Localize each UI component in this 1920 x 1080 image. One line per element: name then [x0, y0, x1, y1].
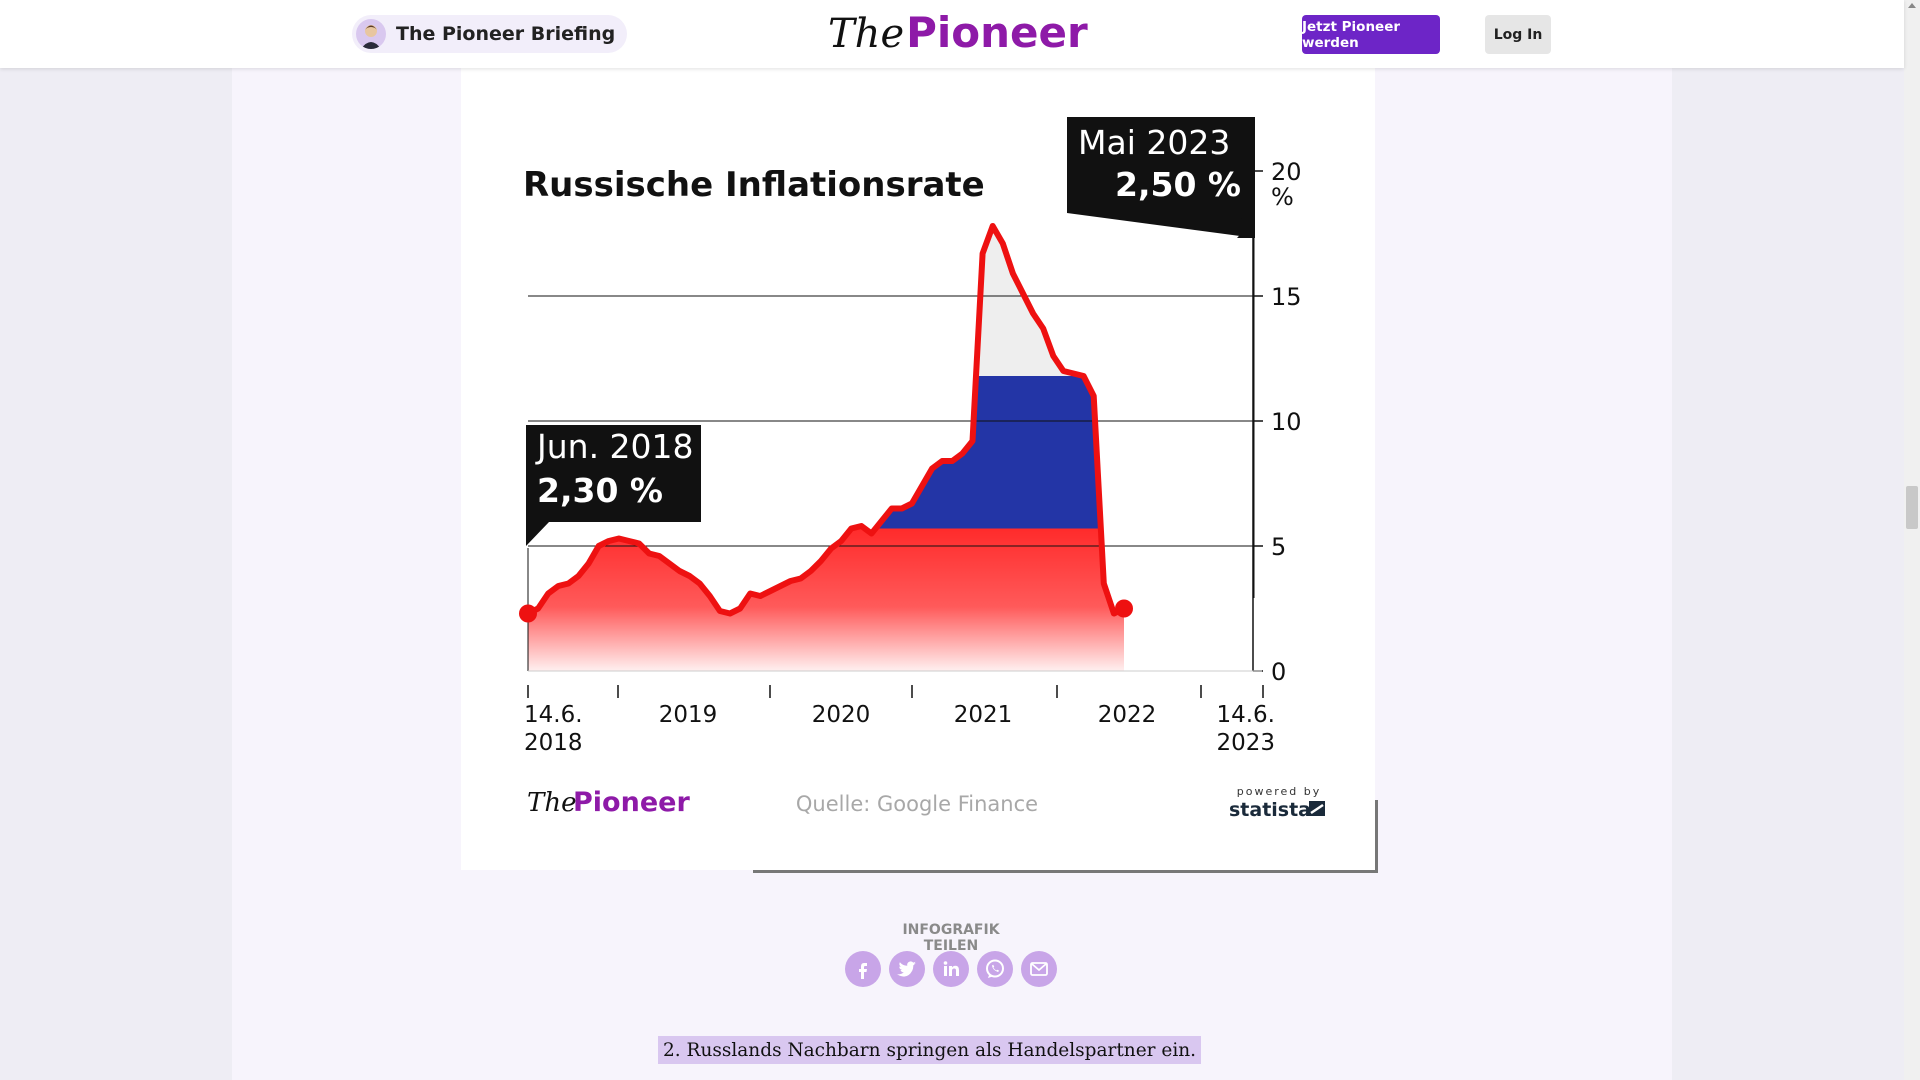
facebook-icon[interactable] — [845, 951, 881, 987]
linkedin-icon[interactable] — [933, 951, 969, 987]
annotation-end-label: Mai 2023 — [1078, 123, 1230, 162]
x-tick-label: 2018 — [524, 730, 583, 756]
whatsapp-icon[interactable] — [977, 951, 1013, 987]
y-tick-label: 20 — [1271, 158, 1302, 186]
inflation-line — [525, 223, 1127, 617]
article-paragraph-heading: 2. Russlands Nachbarn springen als Hande… — [658, 1036, 1202, 1064]
x-tick-label: 2020 — [812, 702, 871, 728]
card-shadow — [753, 870, 1378, 873]
briefing-link[interactable]: The Pioneer Briefing — [352, 15, 628, 53]
scroll-thumb[interactable] — [1906, 486, 1918, 529]
x-tick-label: 2022 — [1098, 702, 1157, 728]
annotation-start: Jun. 2018 2,30 % — [526, 425, 701, 546]
scroll-up-arrow-icon[interactable] — [1908, 3, 1916, 8]
annotation-start-label: Jun. 2018 — [535, 427, 694, 466]
statista-icon — [1309, 801, 1325, 816]
flag-band-red — [528, 528, 1124, 671]
end-point-marker — [1115, 599, 1133, 618]
footer-logo-pioneer: Pioneer — [573, 787, 690, 818]
logo-the: The — [828, 11, 905, 57]
inflation-chart: Russische Inflationsrate 05101520%14.6.2… — [519, 117, 1325, 821]
y-tick-label: 5 — [1271, 533, 1286, 561]
x-tick-label: 2023 — [1216, 730, 1275, 756]
site-logo[interactable]: The Pioneer — [828, 8, 1088, 60]
source-label: Quelle: Google Finance — [796, 792, 1038, 816]
join-pioneer-button[interactable]: Jetzt Pioneer werden — [1302, 15, 1440, 54]
y-unit-label: % — [1271, 183, 1294, 211]
x-tick-label: 2019 — [659, 702, 718, 728]
twitter-icon[interactable] — [889, 951, 925, 987]
share-title: INFOGRAFIK TEILEN — [902, 922, 1000, 954]
mail-icon[interactable] — [1021, 951, 1057, 987]
chart-title: Russische Inflationsrate — [523, 165, 985, 205]
briefing-avatar — [356, 19, 386, 49]
login-button[interactable]: Log In — [1485, 15, 1551, 54]
briefing-label: The Pioneer Briefing — [396, 23, 616, 45]
statista-label: statista — [1229, 799, 1311, 821]
logo-pioneer: Pioneer — [906, 8, 1088, 57]
page-scrollbar[interactable] — [1904, 0, 1920, 1080]
chart-footer-logo: The Pioneer — [527, 787, 690, 818]
powered-by-label: powered by — [1237, 785, 1322, 798]
annotation-end-value: 2,50 % — [1115, 165, 1241, 204]
share-icons — [845, 951, 1057, 987]
y-tick-label: 0 — [1271, 658, 1286, 686]
annotation-start-value: 2,30 % — [537, 471, 663, 510]
card-shadow — [1375, 800, 1378, 873]
footer-logo-the: The — [527, 788, 576, 818]
y-tick-label: 15 — [1271, 283, 1302, 311]
top-navigation-bar: The Pioneer Briefing The Pioneer Jetzt P… — [0, 0, 1904, 68]
x-tick-label: 14.6. — [524, 702, 583, 728]
start-point-marker — [519, 604, 537, 623]
x-tick-label: 2021 — [954, 702, 1013, 728]
x-tick-label: 14.6. — [1216, 702, 1275, 728]
y-tick-label: 10 — [1271, 408, 1302, 436]
annotation-end: Mai 2023 2,50 % — [1067, 117, 1255, 238]
